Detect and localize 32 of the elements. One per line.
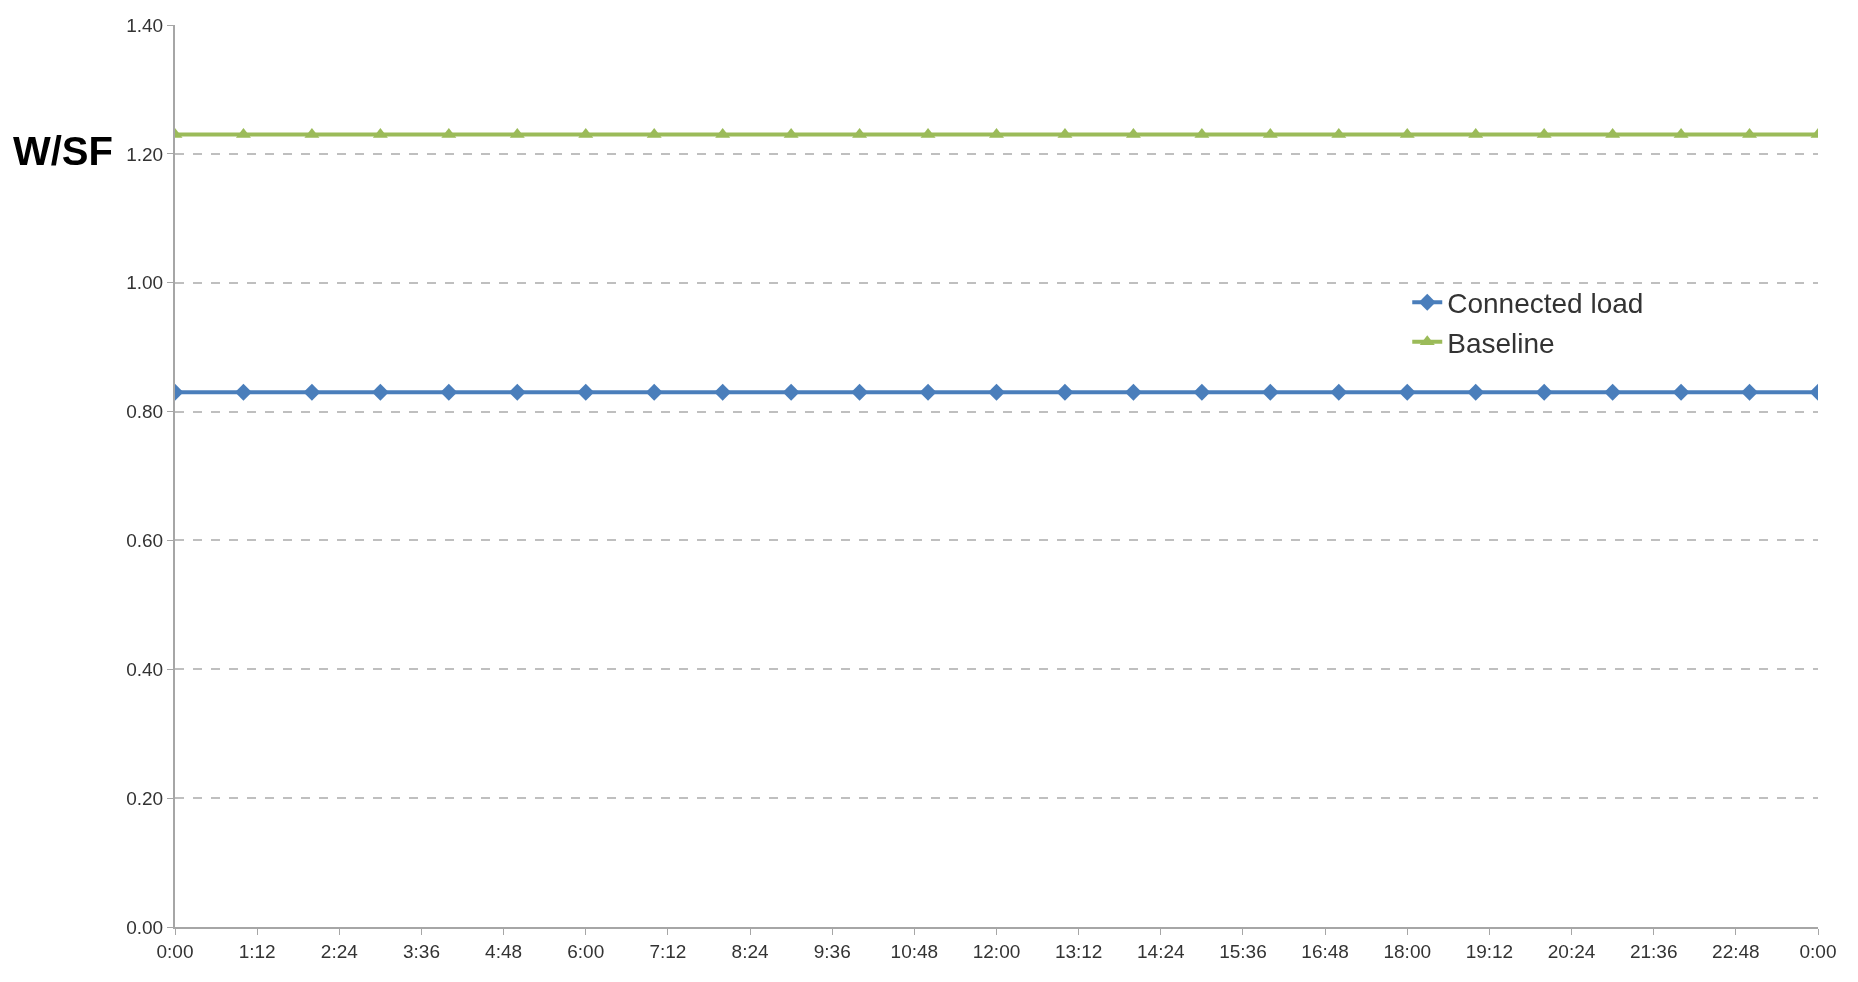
y-tick-label: 0.40 [126,658,164,680]
x-tick-label: 13:12 [1054,940,1103,962]
x-tick-label: 0:00 [1799,940,1837,962]
x-tick-label: 6:00 [567,940,605,962]
x-tick-label: 20:24 [1547,940,1596,962]
y-axis-title: W/SF [13,129,113,173]
x-tick-label: 10:48 [890,940,939,962]
x-tick-label: 22:48 [1712,940,1760,962]
x-tick-label: 3:36 [402,940,440,962]
x-tick-label: 21:36 [1629,940,1678,962]
x-tick-label: 18:00 [1383,940,1432,962]
y-tick-label: 1.00 [126,272,164,294]
x-tick-label: 12:00 [972,940,1021,962]
x-tick-label: 16:48 [1301,940,1349,962]
x-tick-label: 9:36 [813,940,851,962]
x-tick-label: 2:24 [320,940,359,962]
legend-label: Baseline [1447,327,1555,359]
y-tick-label: 0.60 [126,530,164,552]
x-tick-label: 8:24 [731,940,769,962]
x-tick-label: 7:12 [649,940,687,962]
y-tick-label: 1.40 [126,14,164,36]
x-tick-label: 4:48 [485,940,523,962]
x-tick-label: 1:12 [238,940,276,962]
x-tick-label: 19:12 [1465,940,1514,962]
y-tick-label: 0.80 [126,401,164,423]
y-tick-label: 0.00 [126,916,164,938]
legend-label: Connected load [1447,288,1644,320]
y-tick-label: 1.20 [126,143,164,165]
x-tick-label: 15:36 [1219,940,1267,962]
x-tick-label: 0:00 [156,940,194,962]
y-tick-label: 0.20 [126,787,164,809]
x-tick-label: 14:24 [1137,940,1186,962]
